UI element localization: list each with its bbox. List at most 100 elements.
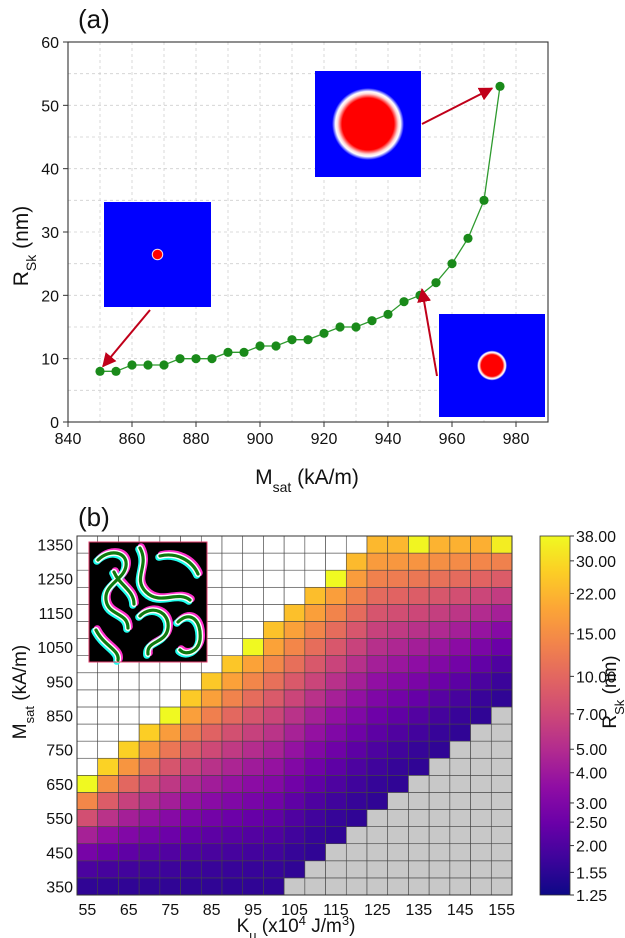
heatmap-cell — [387, 740, 409, 759]
heatmap-cell — [221, 586, 244, 605]
heatmap-cell — [325, 638, 347, 656]
heatmap-cell — [283, 740, 306, 759]
heatmap-cell — [449, 535, 471, 554]
colorbar-tick-label: 22.00 — [576, 586, 616, 603]
heatmap-cell — [387, 689, 409, 708]
heatmap-cell — [387, 757, 409, 776]
heatmap-cell — [470, 843, 492, 862]
heatmap-cell — [449, 723, 471, 742]
heatmap-cell — [470, 757, 492, 776]
heatmap-cell — [345, 775, 368, 793]
heatmap-cell — [449, 792, 471, 810]
heatmap-cell — [304, 757, 326, 776]
heatmap-cell — [242, 621, 264, 639]
heatmap-cell — [304, 672, 326, 691]
heatmap-cell — [490, 569, 513, 588]
y-tick-label: 850 — [46, 709, 73, 726]
heatmap-cell — [449, 757, 471, 776]
panel-b-label: (b) — [78, 502, 110, 532]
heatmap-cell — [242, 569, 264, 588]
heatmap-cell — [387, 843, 409, 862]
heatmap-cell — [470, 638, 492, 656]
heatmap-cell — [200, 689, 223, 708]
heatmap-cell — [387, 552, 409, 571]
heatmap-cell — [387, 792, 409, 810]
heatmap-cell — [490, 877, 513, 896]
heatmap-cell — [97, 672, 119, 691]
heatmap-cell — [470, 586, 492, 605]
data-point — [111, 366, 121, 376]
heatmap-cell — [449, 860, 471, 879]
heatmap-cell — [428, 621, 451, 639]
heatmap-cell — [180, 860, 202, 879]
panel-b: (b) 55 65 75 85 95 105 115 125 135 145 15535045055… — [10, 502, 625, 938]
heatmap-cell — [159, 757, 181, 776]
skyrmion-core — [151, 248, 164, 261]
heatmap-cell — [325, 792, 347, 810]
domain-wall-stripe — [138, 546, 192, 602]
x-tick-label: 135 — [405, 902, 432, 919]
heatmap-cell — [200, 723, 223, 742]
heatmap-cell — [242, 706, 264, 725]
heatmap-cell — [304, 877, 326, 896]
heatmap-cell — [490, 604, 513, 622]
heatmap-cell — [428, 638, 451, 656]
heatmap-cell — [283, 535, 306, 554]
heatmap-cell — [221, 775, 244, 793]
heatmap-cell — [221, 604, 244, 622]
heatmap-cell — [97, 775, 119, 793]
heatmap-cell — [242, 604, 264, 622]
heatmap-cell — [408, 689, 430, 708]
heatmap-cell — [470, 826, 492, 845]
heatmap-cell — [345, 535, 368, 554]
heatmap-cell — [470, 792, 492, 810]
heatmap-cell — [449, 621, 471, 639]
colorbar-tick-label: 1.55 — [576, 865, 607, 882]
heatmap-cell — [387, 535, 409, 554]
heatmap-cell — [263, 723, 285, 742]
heatmap-cell — [97, 792, 119, 810]
heatmap-cell — [408, 775, 430, 793]
heatmap-cell — [325, 860, 347, 879]
heatmap-cell — [470, 604, 492, 622]
data-point — [319, 328, 329, 338]
heatmap-cell — [470, 706, 492, 725]
heatmap-cell — [325, 877, 347, 896]
heatmap-cell — [345, 877, 368, 896]
heatmap-cell — [490, 757, 513, 776]
panel-a-tick-labels: 840 860 880 900 920 940 960 980 0 10 20 30 40 50 60 — [41, 35, 529, 448]
heatmap-cell — [159, 843, 181, 862]
heatmap-cell — [76, 723, 99, 742]
heatmap-cell — [449, 843, 471, 862]
heatmap-cell — [263, 740, 285, 759]
heatmap-cell — [449, 775, 471, 793]
heatmap-cell — [283, 723, 306, 742]
x-tick-label: 125 — [364, 902, 391, 919]
heatmap-cell — [138, 809, 161, 827]
heatmap-cell — [242, 655, 264, 674]
heatmap-cell — [76, 757, 99, 776]
heatmap-cell — [449, 638, 471, 656]
heatmap-cell — [387, 723, 409, 742]
heatmap-cell — [180, 775, 202, 793]
heatmap-cell — [263, 706, 285, 725]
heatmap-cell — [408, 792, 430, 810]
heatmap-cell — [428, 535, 451, 554]
heatmap-cell — [221, 826, 244, 845]
data-point — [431, 278, 441, 288]
heatmap-cell — [221, 621, 244, 639]
heatmap-cell — [325, 672, 347, 691]
heatmap-cell — [408, 621, 430, 639]
heatmap-cell — [470, 689, 492, 708]
heatmap-cell — [221, 535, 244, 554]
colorbar-tick-label: 2.50 — [576, 815, 607, 832]
heatmap-cell — [200, 843, 223, 862]
y-tick-label: 60 — [41, 35, 59, 52]
heatmap-cell — [221, 552, 244, 571]
heatmap-cell — [242, 775, 264, 793]
heatmap-cell — [366, 672, 389, 691]
heatmap-cell — [263, 604, 285, 622]
heatmap-cell — [221, 655, 244, 674]
heatmap-cell — [428, 775, 451, 793]
heatmap-cell — [97, 689, 119, 708]
